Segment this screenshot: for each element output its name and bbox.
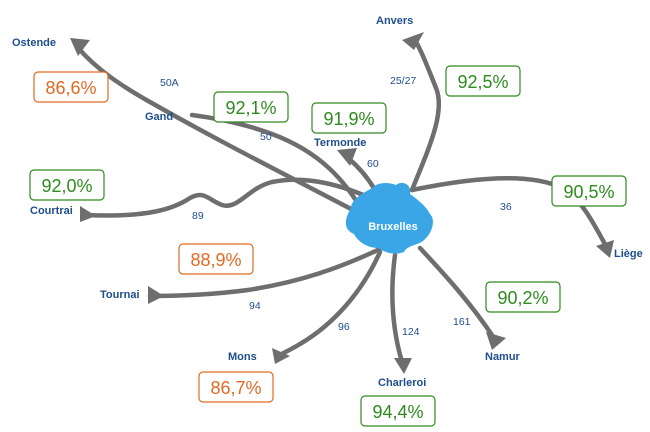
city-courtrai: Courtrai xyxy=(30,205,73,217)
pct-frame-tournai xyxy=(178,243,254,275)
city-namur: Namur xyxy=(485,351,521,363)
hub-label: Bruxelles xyxy=(368,221,418,233)
road-mons xyxy=(275,249,383,359)
road-ostende xyxy=(77,47,375,223)
pct-value-mons: 86,7% xyxy=(210,378,261,398)
route-label-60: 60 xyxy=(367,158,379,170)
road-anvers xyxy=(409,35,442,193)
pct-box-ostende: 86,6% xyxy=(33,71,109,103)
city-liege: Liège xyxy=(614,248,643,260)
pct-value-namur: 90,2% xyxy=(497,288,548,308)
roads xyxy=(77,35,609,365)
city-mons: Mons xyxy=(228,351,257,363)
city-tournai: Tournai xyxy=(100,289,140,301)
city-termonde: Termonde xyxy=(314,137,366,149)
pct-frame-mons xyxy=(198,371,274,403)
road-courtrai xyxy=(81,177,373,218)
punctuality-boxes: 92,5% 86,6% 92,1% 91,9% 92,0% 90,5% 88,9… xyxy=(29,65,627,427)
route-label-94: 94 xyxy=(249,300,261,312)
arrowhead-namur xyxy=(486,332,506,350)
city-charleroi: Charleroi xyxy=(378,377,426,389)
city-anvers: Anvers xyxy=(376,15,413,27)
route-label-124: 124 xyxy=(402,326,420,338)
pct-box-termonde: 91,9% xyxy=(311,102,387,134)
pct-value-tournai: 88,9% xyxy=(190,250,241,270)
arrowhead-ostende xyxy=(70,38,90,56)
pct-frame-anvers xyxy=(445,65,521,97)
route-label-89: 89 xyxy=(192,210,204,222)
pct-box-tournai: 88,9% xyxy=(178,243,254,275)
pct-frame-ostende xyxy=(33,71,109,103)
road-charleroi xyxy=(390,252,405,365)
arrowhead-mons xyxy=(272,348,290,364)
city-gand: Gand xyxy=(145,111,173,123)
road-tournai xyxy=(147,245,385,299)
pct-box-mons: 86,7% xyxy=(198,371,274,403)
route-label-25-27: 25/27 xyxy=(390,75,416,87)
pct-box-charleroi: 94,4% xyxy=(360,395,436,427)
pct-frame-namur xyxy=(485,281,561,313)
road-namur xyxy=(417,245,497,341)
route-label-96: 96 xyxy=(338,321,350,333)
pct-frame-liege xyxy=(551,175,627,207)
pct-frame-courtrai xyxy=(29,169,105,201)
city-labels: Anvers Ostende Gand Termonde Courtrai Li… xyxy=(12,15,643,389)
pct-value-courtrai: 92,0% xyxy=(41,176,92,196)
pct-frame-charleroi xyxy=(360,395,436,427)
route-label-50a: 50A xyxy=(160,77,179,89)
route-label-36: 36 xyxy=(500,201,512,213)
arrowhead-termonde xyxy=(337,148,357,166)
bruxelles-region-shape xyxy=(345,182,433,254)
arrowhead-tournai xyxy=(148,286,164,304)
pct-value-ostende: 86,6% xyxy=(45,78,96,98)
pct-box-gand: 92,1% xyxy=(213,91,289,123)
arrowhead-liege xyxy=(596,240,614,258)
arrowhead-anvers xyxy=(402,32,424,50)
arrowhead-charleroi xyxy=(394,358,412,374)
pct-value-anvers: 92,5% xyxy=(457,72,508,92)
route-labels: 25/27 50A 50 60 89 36 94 96 124 161 xyxy=(160,75,512,338)
route-label-161: 161 xyxy=(453,316,471,328)
pct-frame-termonde xyxy=(311,102,387,134)
pct-value-liege: 90,5% xyxy=(563,182,614,202)
arrowhead-courtrai xyxy=(80,206,96,222)
pct-box-anvers: 92,5% xyxy=(445,65,521,97)
pct-value-gand: 92,1% xyxy=(225,98,276,118)
pct-box-courtrai: 92,0% xyxy=(29,169,105,201)
pct-box-liege: 90,5% xyxy=(551,175,627,207)
city-ostende: Ostende xyxy=(12,37,56,49)
pct-frame-gand xyxy=(213,91,289,123)
arrowheads xyxy=(70,32,614,374)
pct-value-termonde: 91,9% xyxy=(323,109,374,129)
pct-box-namur: 90,2% xyxy=(485,281,561,313)
route-label-50: 50 xyxy=(260,131,272,143)
pct-value-charleroi: 94,4% xyxy=(372,402,423,422)
